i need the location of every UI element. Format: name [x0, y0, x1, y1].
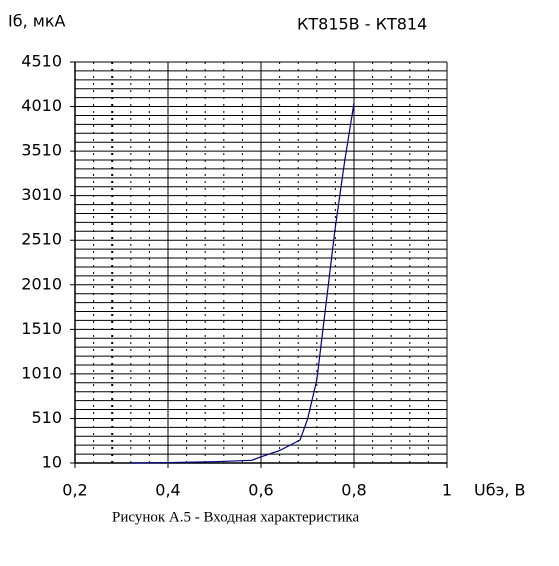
- y-tick-label: 10: [42, 453, 62, 472]
- y-tick-label: 3510: [21, 141, 62, 160]
- chart-title: КТ815В - КТ814: [297, 15, 427, 34]
- y-tick-label: 1510: [21, 319, 62, 338]
- y-axis-label: Iб, мкА: [8, 12, 65, 31]
- x-tick-label: 0,2: [62, 481, 87, 500]
- caption: Рисунок А.5 - Входная характеристика: [112, 509, 359, 525]
- y-tick-label: 4510: [21, 52, 62, 71]
- y-tick-label: 1010: [21, 363, 62, 382]
- y-tick-label: 510: [31, 408, 62, 427]
- y-tick-label: 2510: [21, 230, 62, 249]
- x-axis-label: Uбэ, В: [474, 481, 526, 500]
- y-tick-label: 4010: [21, 96, 62, 115]
- data-line: [130, 102, 355, 464]
- x-tick-label: 0,8: [341, 481, 366, 500]
- x-tick-label: 0,6: [248, 481, 273, 500]
- x-tick-label: 1: [442, 481, 452, 500]
- y-tick-label: 2010: [21, 274, 62, 293]
- y-tick-label: 3010: [21, 185, 62, 204]
- x-tick-label: 0,4: [155, 481, 180, 500]
